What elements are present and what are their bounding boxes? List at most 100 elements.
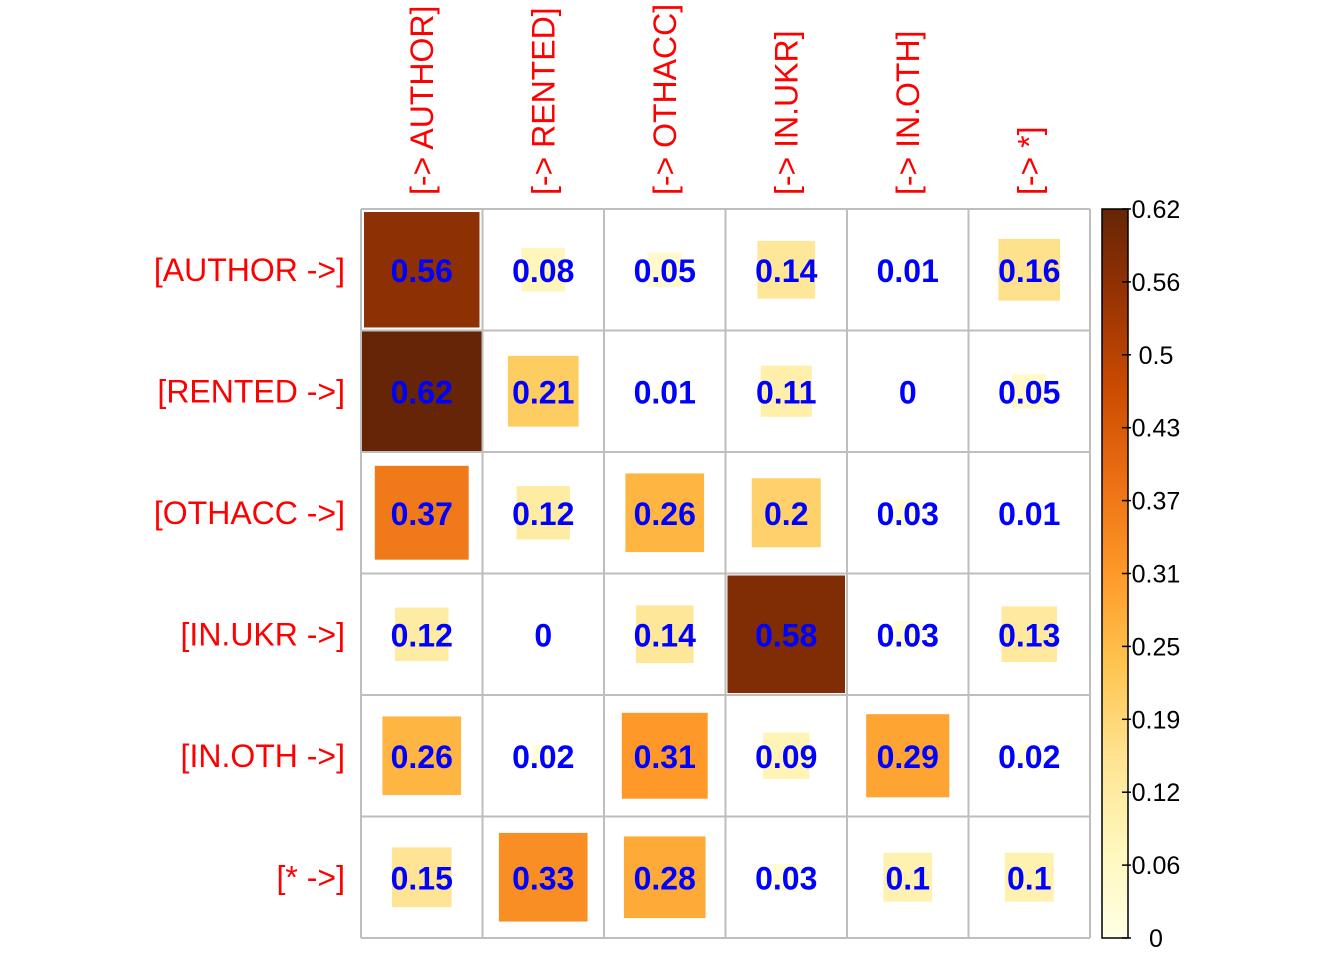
- cell-square-r4-c0: [382, 716, 462, 796]
- cell-value-r4-c1: 0.02: [512, 739, 574, 775]
- cell-value-r3-c5: 0.13: [998, 617, 1060, 653]
- cell-square-r5-c4: [883, 852, 933, 902]
- row-label-4: [IN.OTH ->]: [181, 738, 345, 774]
- colorbar-tick-label-9: 0.56: [1132, 269, 1181, 297]
- cell-square-r0-c0: [364, 212, 480, 328]
- cell-value-r4-c0: 0.26: [391, 739, 453, 775]
- cell-value-r5-c2: 0.28: [634, 860, 696, 896]
- cell-value-r1-c3: 0.11: [756, 374, 817, 410]
- cell-value-r4-c3: 0.09: [755, 739, 817, 775]
- cell-value-r2-c3: 0.2: [764, 496, 808, 532]
- column-label-4: [-> IN.OTH]: [890, 31, 926, 195]
- cell-square-r3-c3: [727, 575, 846, 694]
- cell-value-r1-c2: 0.01: [634, 374, 696, 410]
- cell-value-r5-c3: 0.03: [755, 860, 817, 896]
- cell-square-r0-c2: [647, 252, 683, 288]
- cell-square-r3-c5: [1001, 606, 1058, 663]
- row-label-5: [* ->]: [277, 859, 345, 895]
- row-label-1: [RENTED ->]: [157, 373, 345, 409]
- cell-square-r5-c1: [498, 832, 588, 922]
- cell-square-r2-c2: [625, 473, 705, 553]
- cell-value-r0-c1: 0.08: [512, 253, 574, 289]
- column-label-0: [-> AUTHOR]: [404, 6, 440, 195]
- colorbar-legend: 0 0.06 0.12 0.19 0.25 0.31 0.37 0.43 0.5 0.56 0.62: [1101, 196, 1181, 953]
- values-layer: 0.56 0.08 0.05 0.14 0.01 0.16 0.62 0.21 0.01 0.11…: [391, 253, 1061, 897]
- cell-square-r1-c5: [1011, 373, 1047, 409]
- cell-value-r0-c2: 0.05: [634, 253, 696, 289]
- cell-value-r1-c1: 0.21: [512, 374, 574, 410]
- cell-value-r0-c5: 0.16: [998, 253, 1060, 289]
- colorbar-tick-label-10: 0.62: [1132, 196, 1181, 224]
- cell-value-r1-c5: 0.05: [998, 374, 1060, 410]
- cell-value-r4-c4: 0.29: [877, 739, 939, 775]
- cell-value-r5-c0: 0.15: [391, 860, 453, 896]
- cell-square-r5-c3: [772, 863, 800, 891]
- row-labels: [AUTHOR ->] [RENTED ->] [OTHACC ->] [IN.UKR…: [154, 252, 345, 896]
- colorbar-tick-label-5: 0.31: [1132, 561, 1181, 589]
- cell-value-r2-c2: 0.26: [634, 496, 696, 532]
- colorbar-tick-label-0: 0: [1149, 925, 1163, 953]
- colorbar-tick-label-8: 0.5: [1139, 342, 1174, 370]
- cell-square-r3-c2: [635, 605, 694, 664]
- cell-square-r2-c4: [894, 499, 922, 527]
- cell-square-r2-c0: [374, 465, 469, 560]
- cell-square-r1-c0: [361, 330, 483, 452]
- column-label-5: [-> *]: [1011, 127, 1047, 195]
- cell-value-r5-c4: 0.1: [886, 860, 930, 896]
- cell-square-r2-c3: [751, 478, 821, 548]
- cell-value-r0-c3: 0.14: [755, 253, 817, 289]
- cells-layer: [361, 212, 1061, 922]
- cell-square-r1-c1: [507, 355, 579, 427]
- cell-square-r4-c4: [866, 714, 950, 798]
- row-label-3: [IN.UKR ->]: [181, 616, 345, 652]
- column-label-1: [-> RENTED]: [525, 7, 561, 195]
- cell-value-r2-c1: 0.12: [512, 496, 574, 532]
- cell-square-r3-c4: [894, 620, 922, 648]
- colorbar-tick-label-4: 0.25: [1132, 633, 1181, 661]
- cell-square-r0-c5: [998, 238, 1061, 301]
- cell-value-r1-c4: 0: [899, 374, 917, 410]
- cell-value-r4-c2: 0.31: [634, 739, 696, 775]
- cell-square-r4-c5: [1018, 744, 1041, 767]
- cell-value-r3-c0: 0.12: [391, 617, 453, 653]
- cell-value-r1-c0: 0.62: [391, 374, 453, 410]
- cell-square-r2-c1: [516, 486, 570, 540]
- cell-value-r2-c4: 0.03: [877, 496, 939, 532]
- cell-value-r3-c3: 0.58: [755, 617, 817, 653]
- cell-square-r2-c5: [1021, 505, 1037, 521]
- cell-value-r3-c2: 0.14: [634, 617, 696, 653]
- colorbar-tick-label-6: 0.37: [1132, 488, 1181, 516]
- cell-square-r0-c1: [521, 247, 566, 292]
- colorbar-tick-label-3: 0.19: [1132, 706, 1181, 734]
- cell-square-r4-c3: [763, 732, 810, 779]
- cell-value-r2-c0: 0.37: [391, 496, 453, 532]
- colorbar-tick-label-7: 0.43: [1132, 415, 1181, 443]
- cell-value-r4-c5: 0.02: [998, 739, 1060, 775]
- grid-layer: [360, 208, 1091, 939]
- cell-square-r5-c5: [1004, 852, 1054, 902]
- cell-value-r5-c5: 0.1: [1007, 860, 1051, 896]
- cell-square-r4-c1: [532, 744, 555, 767]
- colorbar-tick-label-2: 0.12: [1132, 779, 1181, 807]
- row-label-0: [AUTHOR ->]: [154, 252, 345, 288]
- cell-value-r0-c0: 0.56: [391, 253, 453, 289]
- cell-value-r0-c4: 0.01: [877, 253, 939, 289]
- cell-square-r4-c2: [621, 712, 708, 799]
- column-label-2: [-> OTHACC]: [647, 4, 683, 195]
- cell-square-r5-c0: [391, 847, 452, 908]
- column-label-3: [-> IN.UKR]: [768, 31, 804, 195]
- colorbar-tick-label-1: 0.06: [1132, 852, 1181, 880]
- column-labels: [-> AUTHOR] [-> RENTED] [-> OTHACC] [-> IN.…: [404, 4, 1048, 195]
- cell-value-r5-c1: 0.33: [512, 860, 574, 896]
- cell-square-r0-c3: [757, 240, 816, 299]
- cell-square-r0-c4: [900, 262, 916, 278]
- cell-square-r5-c2: [623, 836, 706, 919]
- cell-square-r3-c0: [395, 607, 449, 661]
- row-label-2: [OTHACC ->]: [154, 495, 345, 531]
- cell-square-r1-c2: [657, 383, 673, 399]
- cell-value-r2-c5: 0.01: [998, 496, 1060, 532]
- cell-value-r3-c1: 0: [534, 617, 552, 653]
- cell-square-r1-c3: [760, 365, 812, 417]
- cell-value-r3-c4: 0.03: [877, 617, 939, 653]
